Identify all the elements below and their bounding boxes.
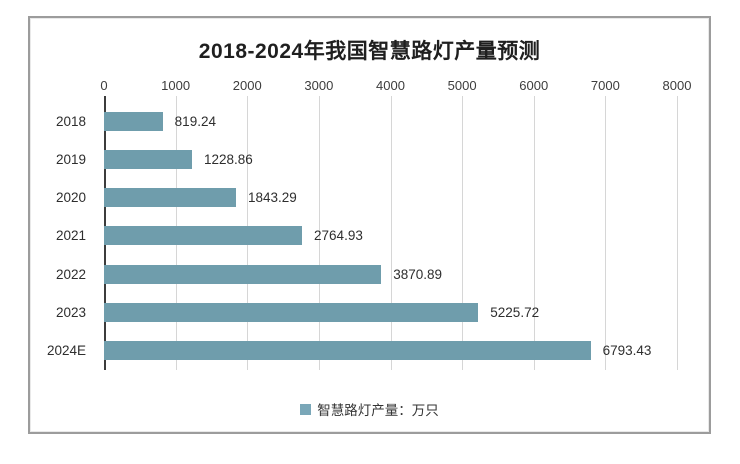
bar xyxy=(104,264,382,284)
y-axis-category-label: 2022 xyxy=(55,266,86,282)
y-axis-category-label: 2020 xyxy=(55,190,86,206)
y-axis-category-label: 2019 xyxy=(55,151,86,167)
gridline xyxy=(677,96,678,370)
y-axis-category-label: 2024E xyxy=(46,343,86,359)
bar xyxy=(104,149,193,169)
bar-value-label: 5225.72 xyxy=(490,304,540,320)
bar-row: 1843.29 xyxy=(104,179,677,217)
gridline xyxy=(605,96,607,370)
x-axis-tick-label: 6000 xyxy=(519,78,549,93)
x-axis-tick-label: 1000 xyxy=(161,78,191,93)
bar-value-label: 3870.89 xyxy=(393,266,443,282)
x-axis: 0 1000 2000 3000 4000 5000 6000 7000 8000 xyxy=(100,78,691,94)
y-axis-category-label: 2018 xyxy=(55,113,86,129)
x-axis-tick-label: 4000 xyxy=(376,78,405,93)
bar-value-label: 1843.29 xyxy=(248,190,297,206)
bar-row: 2764.93 xyxy=(104,217,677,255)
x-axis-tick-label: 3000 xyxy=(304,78,334,93)
gridline xyxy=(390,96,392,370)
bar-row: 819.24 xyxy=(104,102,677,140)
y-axis-category-label: 2021 xyxy=(55,228,86,244)
bar-value-label: 819.24 xyxy=(174,113,216,129)
y-axis-category-label: 2023 xyxy=(55,304,86,320)
gridline xyxy=(462,96,464,370)
x-axis-tick-label: 2000 xyxy=(232,78,262,93)
bar-row: 6793.43 xyxy=(104,332,677,370)
bar xyxy=(104,341,591,361)
bar-row: 1228.86 xyxy=(104,140,677,178)
legend-marker-icon xyxy=(300,403,312,415)
bar-rows: 819.24 1228.86 1843.29 2764.93 3870.89 5225.7… xyxy=(104,102,677,370)
bar-value-label: 2764.93 xyxy=(314,228,363,244)
x-axis-tick-label: 5000 xyxy=(447,78,477,93)
gridline xyxy=(318,96,320,370)
legend: 智慧路灯产量：万只 xyxy=(30,399,709,419)
bar-row: 5225.72 xyxy=(104,293,677,331)
plot-area: 819.24 1228.86 1843.29 2764.93 3870.89 5225.7… xyxy=(104,96,678,370)
bar-row: 3870.89 xyxy=(104,255,677,293)
chart-panel: 2018-2024年我国智慧路灯产量预测 0 1000 2000 3000 4000 50… xyxy=(28,16,711,434)
x-axis-tick-label: 0 xyxy=(100,78,108,93)
bar xyxy=(104,188,237,208)
x-axis-tick-label: 8000 xyxy=(662,78,692,93)
chart-title: 2018-2024年我国智慧路灯产量预测 xyxy=(198,40,541,63)
gridline xyxy=(533,96,535,370)
legend-label: 智慧路灯产量：万只 xyxy=(317,403,439,418)
bar xyxy=(104,226,303,246)
bar xyxy=(104,111,163,131)
x-axis-tick-label: 7000 xyxy=(590,78,620,93)
y-axis-categories: 2018 2019 2020 2021 2022 2023 2024E xyxy=(30,102,94,370)
bar-value-label: 6793.43 xyxy=(602,343,652,359)
bar-value-label: 1228.86 xyxy=(204,151,253,167)
bar xyxy=(104,302,479,322)
